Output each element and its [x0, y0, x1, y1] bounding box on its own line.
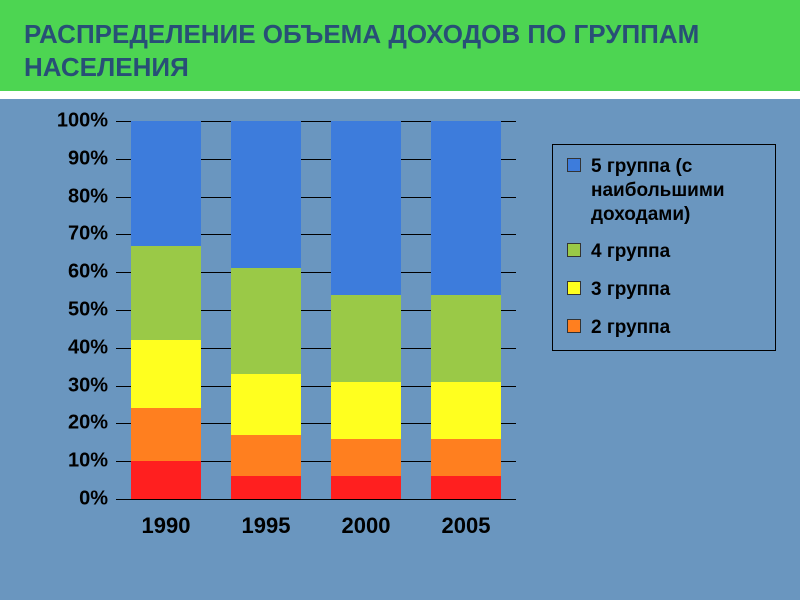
legend-swatch — [567, 158, 581, 172]
bars-container — [116, 121, 516, 499]
bar-segment — [431, 382, 501, 439]
y-tick-label: 10% — [68, 450, 108, 473]
legend-item: 4 группа — [567, 240, 761, 264]
bar-segment — [331, 439, 401, 477]
bar-segment — [331, 382, 401, 439]
plot-area — [116, 121, 516, 499]
legend-label: 5 группа (с наибольшими доходами) — [591, 155, 761, 226]
y-tick-label: 0% — [79, 488, 108, 511]
y-tick-label: 50% — [68, 299, 108, 322]
bar-segment — [231, 268, 301, 374]
slide-root: РАСПРЕДЕЛЕНИЕ ОБЪЕМА ДОХОДОВ ПО ГРУППАМ … — [0, 0, 800, 600]
bar — [231, 121, 301, 499]
bar-segment — [231, 121, 301, 268]
x-tick-label: 2005 — [442, 513, 491, 539]
legend-swatch — [567, 319, 581, 333]
y-tick-label: 60% — [68, 261, 108, 284]
legend: 5 группа (с наибольшими доходами) 4 групп… — [552, 144, 776, 351]
bar-segment — [131, 340, 201, 408]
legend-label: 3 группа — [591, 278, 670, 302]
y-tick-label: 100% — [57, 110, 108, 133]
bar-segment — [331, 476, 401, 499]
y-tick-label: 30% — [68, 374, 108, 397]
bar-segment — [131, 461, 201, 499]
y-tick-label: 70% — [68, 223, 108, 246]
x-tick-label: 1995 — [242, 513, 291, 539]
bar-segment — [431, 295, 501, 382]
bar-segment — [331, 121, 401, 295]
bar-segment — [231, 435, 301, 477]
bar — [431, 121, 501, 499]
legend-label: 4 группа — [591, 240, 670, 264]
bar-segment — [131, 408, 201, 461]
legend-item: 5 группа (с наибольшими доходами) — [567, 155, 761, 226]
slide-title: РАСПРЕДЕЛЕНИЕ ОБЪЕМА ДОХОДОВ ПО ГРУППАМ … — [24, 18, 776, 83]
bar-segment — [131, 246, 201, 341]
x-tick-label: 2000 — [342, 513, 391, 539]
bar — [331, 121, 401, 499]
y-tick-label: 20% — [68, 412, 108, 435]
legend-swatch — [567, 243, 581, 257]
bar-segment — [131, 121, 201, 246]
y-tick-label: 90% — [68, 147, 108, 170]
bar-segment — [431, 439, 501, 477]
bar-segment — [431, 476, 501, 499]
legend-label: 2 группа — [591, 316, 670, 340]
legend-swatch — [567, 281, 581, 295]
bar-segment — [231, 476, 301, 499]
y-axis-labels: 0%10%20%30%40%50%60%70%80%90%100% — [0, 121, 116, 499]
legend-item: 3 группа — [567, 278, 761, 302]
legend-item: 2 группа — [567, 316, 761, 340]
bar-segment — [431, 121, 501, 295]
y-tick-label: 40% — [68, 336, 108, 359]
y-tick-label: 80% — [68, 185, 108, 208]
x-tick-label: 1990 — [142, 513, 191, 539]
bar — [131, 121, 201, 499]
bar-segment — [331, 295, 401, 382]
gridline — [116, 499, 516, 500]
chart-area: 0% 10% 20% 30% 40% 50% 60% 70% 80% 90% 100% 1990 19… — [0, 99, 800, 600]
bar-segment — [231, 374, 301, 434]
title-band: РАСПРЕДЕЛЕНИЕ ОБЪЕМА ДОХОДОВ ПО ГРУППАМ … — [0, 0, 800, 91]
title-spacer — [0, 91, 800, 99]
